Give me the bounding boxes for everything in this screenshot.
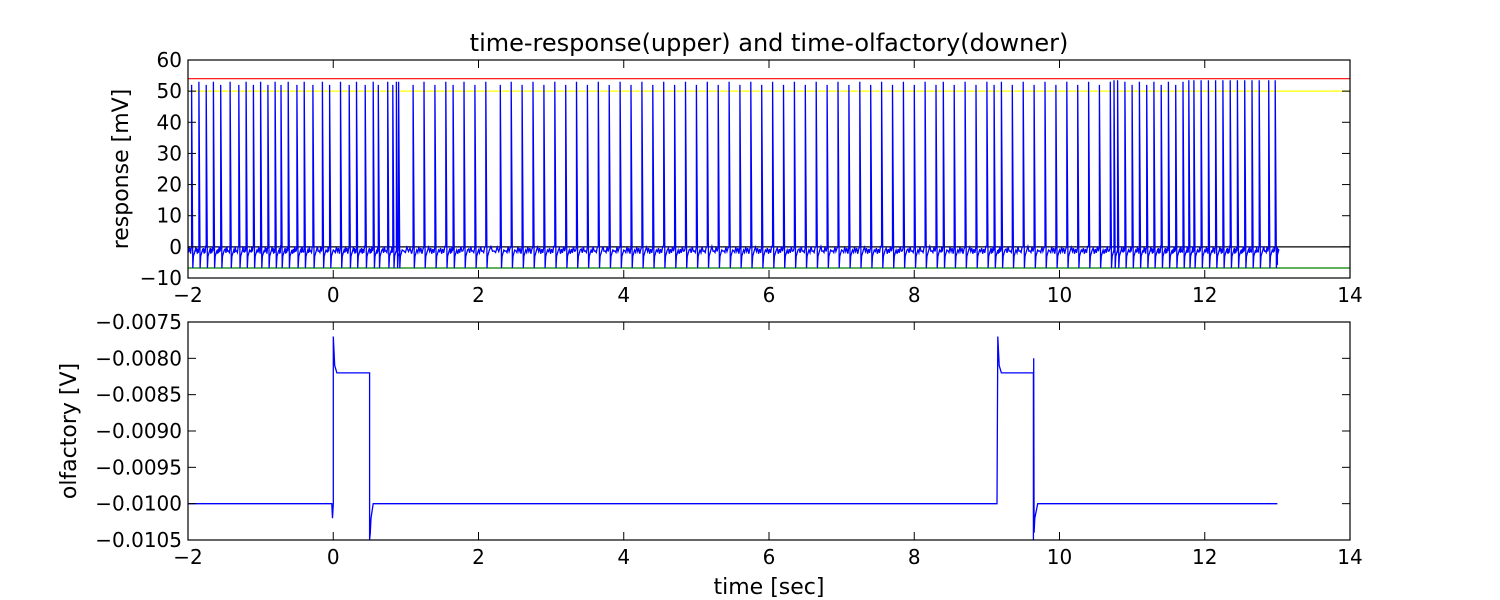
- y-tick-label: −0.0090: [95, 419, 182, 443]
- y-tick-label: −10: [140, 266, 182, 290]
- plot-area: [188, 336, 1278, 540]
- y-tick-label: −0.0095: [95, 455, 182, 479]
- x-tick-label: 12: [1192, 283, 1217, 307]
- x-tick-label: 14: [1337, 545, 1362, 569]
- x-tick-label: 2: [472, 545, 485, 569]
- x-tick-label: 6: [763, 283, 776, 307]
- x-tick-label: 0: [327, 545, 340, 569]
- y-tick-label: −0.0085: [95, 383, 182, 407]
- y-tick-label: −0.0075: [95, 310, 182, 334]
- x-tick-label: −2: [173, 545, 202, 569]
- x-tick-label: −2: [173, 283, 202, 307]
- x-tick-label: 2: [472, 283, 485, 307]
- y-axis-title: olfactory [V]: [57, 363, 82, 499]
- y-tick-label: 10: [157, 204, 182, 228]
- y-tick-label: 20: [157, 173, 182, 197]
- x-tick-label: 8: [908, 545, 921, 569]
- y-tick-label: 60: [157, 48, 182, 72]
- x-axis-title: time [sec]: [714, 575, 825, 600]
- y-tick-label: 50: [157, 79, 182, 103]
- y-tick-label: −0.0080: [95, 346, 182, 370]
- x-tick-label: 14: [1337, 283, 1362, 307]
- x-tick-label: 10: [1047, 283, 1072, 307]
- x-tick-label: 10: [1047, 545, 1072, 569]
- y-tick-label: −0.0100: [95, 492, 182, 516]
- y-tick-label: 40: [157, 110, 182, 134]
- x-tick-label: 4: [617, 283, 630, 307]
- series-line-0: [188, 336, 1278, 540]
- x-tick-label: 8: [908, 283, 921, 307]
- x-tick-label: 6: [763, 545, 776, 569]
- y-tick-label: 0: [169, 235, 182, 259]
- plot-area: [188, 78, 1350, 269]
- x-tick-label: 4: [617, 545, 630, 569]
- lower-panel: −2 0 2 4 6 8 10 12 14 −0.0105 −0.0100 −0.0095 −0.009…: [57, 310, 1363, 600]
- y-tick-label: −0.0105: [95, 528, 182, 552]
- upper-panel: −2 0 2 4 6 8 10 12 14 −10 0 10 20 30 40 50 60 response [m…: [109, 48, 1363, 307]
- figure-title: time-response(upper) and time-olfactory(…: [470, 29, 1069, 57]
- x-tick-label: 12: [1192, 545, 1217, 569]
- y-axis-title: response [mV]: [109, 89, 134, 250]
- y-tick-label: 30: [157, 141, 182, 165]
- x-tick-label: 0: [327, 283, 340, 307]
- series-line-0: [188, 80, 1280, 269]
